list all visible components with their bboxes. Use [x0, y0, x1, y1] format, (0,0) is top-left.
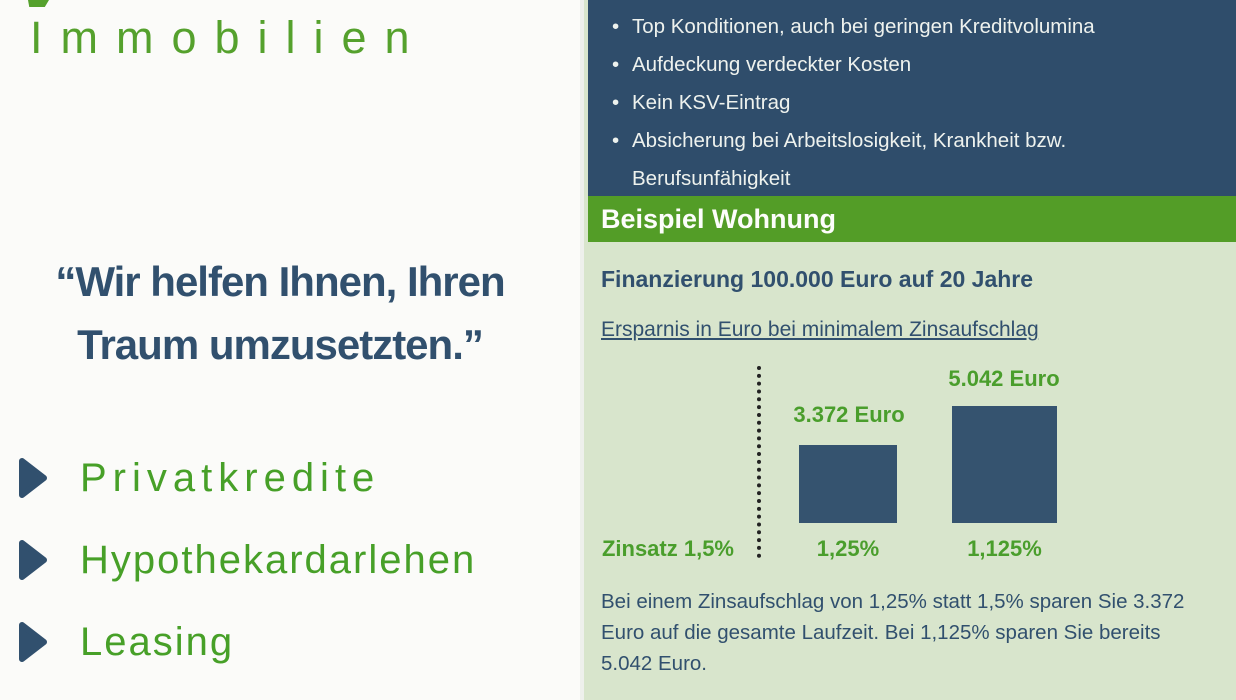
benefit-item: Absicherung bei Arbeitslosigkeit, Krankh…	[612, 122, 1157, 198]
service-item-privatkredite: Privatkredite	[18, 455, 380, 501]
bar-category-label: 1,25%	[816, 536, 880, 561]
savings-bar-chart: 3.372 Euro 5.042 Euro Zinsatz 1,5% 1,25%…	[588, 360, 1236, 570]
bar-1-125-percent	[952, 406, 1057, 523]
quote-line-2: Traum umzusetzten.”	[77, 321, 484, 368]
benefits-panel: Top Konditionen, auch bei geringen Kredi…	[588, 0, 1236, 196]
example-panel: Finanzierung 100.000 Euro auf 20 Jahre E…	[588, 242, 1236, 700]
service-item-leasing: Leasing	[18, 619, 234, 665]
bar-value-label: 3.372 Euro	[793, 402, 905, 427]
baseline-label: Zinsatz 1,5%	[601, 536, 734, 561]
service-label: Hypothekardarlehen	[80, 537, 477, 582]
benefit-item: Aufdeckung verdeckter Kosten	[612, 46, 1157, 84]
example-paragraph: Bei einem Zinsaufschlag von 1,25% statt …	[601, 590, 1185, 675]
quote: “Wir helfen Ihnen, Ihren Traum umzusetzt…	[0, 250, 560, 376]
right-panel: Top Konditionen, auch bei geringen Kredi…	[580, 0, 1236, 700]
service-label: Privatkredite	[80, 455, 381, 500]
benefits-list: Top Konditionen, auch bei geringen Kredi…	[588, 0, 1236, 198]
services-list: Privatkredite Hypothekardarlehen Leasing	[0, 0, 584, 700]
service-item-hypothekardarlehen: Hypothekardarlehen	[18, 537, 476, 583]
arrow-right-icon	[19, 458, 47, 498]
baseline-dotted-line	[757, 366, 761, 558]
left-panel: Immobilien “Wir helfen Ihnen, Ihren Trau…	[0, 0, 584, 700]
brand-title: Immobilien	[30, 12, 428, 63]
benefit-item: Kein KSV-Eintrag	[612, 84, 1157, 122]
quote-line-1: “Wir helfen Ihnen, Ihren	[55, 258, 505, 305]
example-subheading: Ersparnis in Euro bei minimalem Zinsaufs…	[601, 318, 1039, 341]
logo-fragment-icon	[28, 0, 49, 7]
section-header: Beispiel Wohnung	[588, 196, 1236, 242]
bar-1-25-percent	[799, 445, 897, 523]
bar-value-label: 5.042 Euro	[948, 366, 1060, 391]
service-label: Leasing	[80, 619, 235, 664]
arrow-right-icon	[19, 622, 47, 662]
bar-category-label: 1,125%	[967, 536, 1042, 561]
arrow-right-icon	[19, 540, 47, 580]
example-heading: Finanzierung 100.000 Euro auf 20 Jahre	[601, 266, 1034, 292]
benefit-item: Top Konditionen, auch bei geringen Kredi…	[612, 8, 1157, 46]
section-title: Beispiel Wohnung	[601, 204, 836, 234]
